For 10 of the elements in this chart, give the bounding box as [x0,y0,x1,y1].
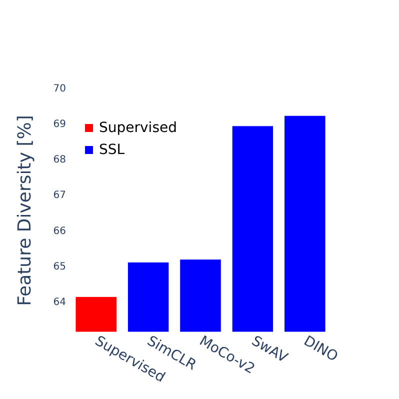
y-tick-label: 68 [53,154,66,166]
y-tick-label: 70 [53,84,66,94]
y-tick-label: 67 [53,190,66,202]
y-tick-label: 65 [53,261,66,272]
y-tick-label: 64 [53,296,66,308]
legend-label: Supervised [99,120,177,136]
y-axis-title: Feature Diversity [%] [14,115,36,306]
y-tick-label: 66 [53,226,66,237]
y-tick-label: 69 [53,119,66,130]
legend-label: SSL [99,142,125,158]
